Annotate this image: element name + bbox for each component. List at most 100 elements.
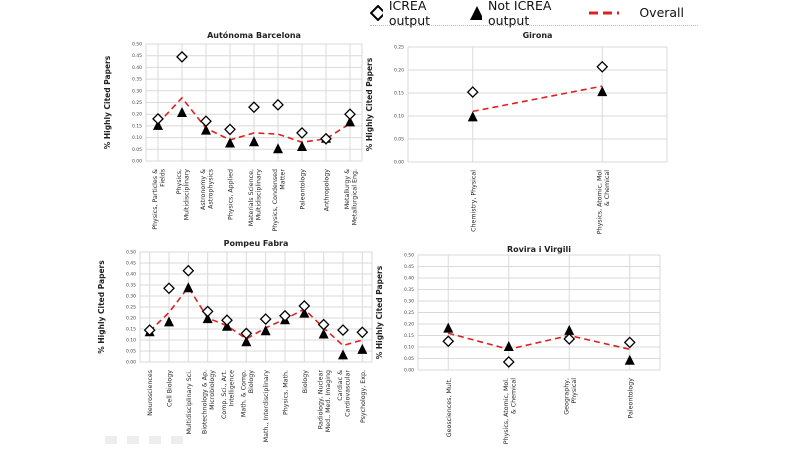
point-not-icrea (318, 328, 329, 339)
x-tick-label-line: Physics, Atomic, Mol (596, 170, 603, 234)
x-tick-label-line: Biology (248, 370, 255, 394)
y-tick-label: 0.50 (126, 250, 136, 256)
legend-item-overall: Overall (589, 5, 684, 20)
y-tick-label: 0.10 (394, 114, 404, 120)
y-tick-label: 0.50 (404, 253, 414, 259)
y-tick-label: 0.30 (404, 299, 414, 305)
x-tick-label-line: Physics, Particles & (152, 169, 159, 230)
point-icrea (240, 327, 253, 340)
x-tick-label-line: & Chemical (604, 170, 611, 206)
x-tick-label-line: Geography, (563, 378, 570, 415)
x-tick-label: Paleontology (627, 378, 634, 419)
y-tick-label: 0.25 (132, 100, 142, 106)
y-tick-label: 0.30 (132, 88, 142, 94)
x-tick-label: Cell Biology (167, 370, 174, 407)
x-tick-label-line: Physics, Math. (283, 370, 290, 415)
chart-title: Girona (523, 31, 553, 40)
y-tick-label: 0.45 (126, 261, 136, 267)
point-not-icrea (345, 116, 355, 127)
point-not-icrea (153, 119, 163, 130)
x-tick-label: Chemistry, Physical (470, 170, 477, 232)
point-icrea (298, 299, 311, 312)
x-tick-label-line: Multidisciplinary (256, 169, 263, 221)
x-tick-label-line: Multidisciplinary (184, 169, 191, 221)
point-not-icrea (164, 316, 174, 327)
chart-panel: Rovira i Virgili % Highly Cited Papers 0.0… (375, 245, 661, 444)
y-tick-label: 0.40 (404, 276, 414, 282)
point-icrea (200, 115, 212, 128)
y-tick-label: 0.40 (126, 272, 136, 278)
point-icrea (296, 127, 308, 139)
x-tick-label: Physics, Applied (228, 169, 235, 220)
dashed-line-icon (589, 11, 620, 14)
x-tick-label: Metallurgy &Metallurgical Eng. (344, 169, 359, 225)
point-not-icrea (297, 140, 307, 151)
x-tick-label-line: Matter (280, 169, 287, 190)
next-slide-icon[interactable] (171, 436, 183, 444)
y-tick-label: 0.15 (394, 91, 404, 97)
point-icrea (279, 309, 291, 322)
pen-icon[interactable] (127, 436, 139, 444)
prev-slide-icon[interactable] (105, 436, 117, 444)
point-not-icrea (183, 282, 194, 293)
menu-icon[interactable] (149, 436, 161, 444)
x-tick-label-line: Microbiology (209, 370, 216, 410)
x-tick-label: Biology (302, 370, 309, 394)
point-not-icrea (624, 354, 635, 365)
y-tick-label: 0.15 (404, 333, 414, 339)
x-tick-label: Anthropology (324, 169, 331, 212)
y-tick-label: 0.45 (404, 264, 414, 270)
y-tick-label: 0.35 (132, 77, 142, 83)
x-tick-label: Neurosciences (147, 370, 154, 416)
series-overall-line (157, 96, 351, 144)
x-tick-label: Comp. Sci., Art.Intelligence (221, 370, 236, 419)
x-tick-label: Radiology, NuclearMed., Med. Imaging (318, 370, 333, 433)
x-tick-label-line: Cardiac & (337, 370, 344, 401)
point-icrea (182, 264, 195, 277)
x-tick-label-line: Materials Science, (248, 169, 255, 226)
triangle-marker-icon (470, 5, 483, 20)
x-tick-label-line: Intelligence (229, 370, 236, 407)
x-tick-label-line: Chemistry, Physical (470, 170, 477, 232)
point-not-icrea (177, 107, 187, 118)
y-axis-label: % Highly Cited Papers (97, 260, 106, 354)
x-tick-label-line: Physics, (176, 169, 183, 194)
diamond-marker-icon (370, 4, 383, 21)
y-tick-label: 0.35 (126, 283, 136, 289)
x-tick-label-line: Fields (160, 169, 167, 187)
y-tick-label: 0.05 (132, 147, 142, 153)
y-tick-label: 0.10 (132, 135, 142, 141)
x-tick-label-line: Physics, Atomic, Mol. (503, 378, 510, 444)
y-tick-label: 0.20 (404, 322, 414, 328)
chart-title: Pompeu Fabra (224, 239, 289, 248)
x-tick-label-line: Neurosciences (147, 370, 154, 416)
chart-title: Autónoma Barcelona (207, 30, 301, 40)
point-not-icrea (201, 124, 211, 135)
point-not-icrea (299, 307, 310, 318)
x-tick-label: Physics, Atomic, Mol& Chemical (596, 170, 611, 234)
x-tick-label: Multidisciplinary Sci. (186, 370, 193, 435)
point-not-icrea (273, 143, 283, 154)
x-tick-label: Physics, Math. (283, 370, 290, 415)
point-not-icrea (467, 111, 478, 122)
x-tick-label: Math. & Comp.Biology (240, 370, 255, 417)
y-axis-label: % Highly Cited Papers (103, 55, 112, 149)
y-tick-label: 0.30 (126, 294, 136, 300)
x-tick-label: Geography,Physical (563, 378, 578, 415)
x-tick-label: Astronomy &Astrophysics (200, 169, 215, 210)
y-tick-label: 0.40 (132, 65, 142, 71)
point-icrea (502, 356, 515, 368)
y-tick-label: 0.15 (126, 327, 136, 333)
y-tick-label: 0.20 (126, 316, 136, 322)
point-icrea (320, 132, 332, 145)
x-tick-label: Physics, Atomic, Mol.& Chemical (503, 378, 518, 444)
point-icrea (623, 336, 636, 349)
y-tick-label: 0.25 (404, 310, 414, 316)
x-tick-label-line: Multidisciplinary Sci. (186, 370, 193, 435)
x-tick-label: Physics, CondensedMatter (272, 169, 287, 232)
point-icrea (596, 60, 609, 73)
point-icrea (221, 314, 233, 327)
y-tick-label: 0.10 (126, 338, 136, 344)
y-tick-label: 0.35 (404, 287, 414, 293)
point-not-icrea (503, 341, 514, 351)
